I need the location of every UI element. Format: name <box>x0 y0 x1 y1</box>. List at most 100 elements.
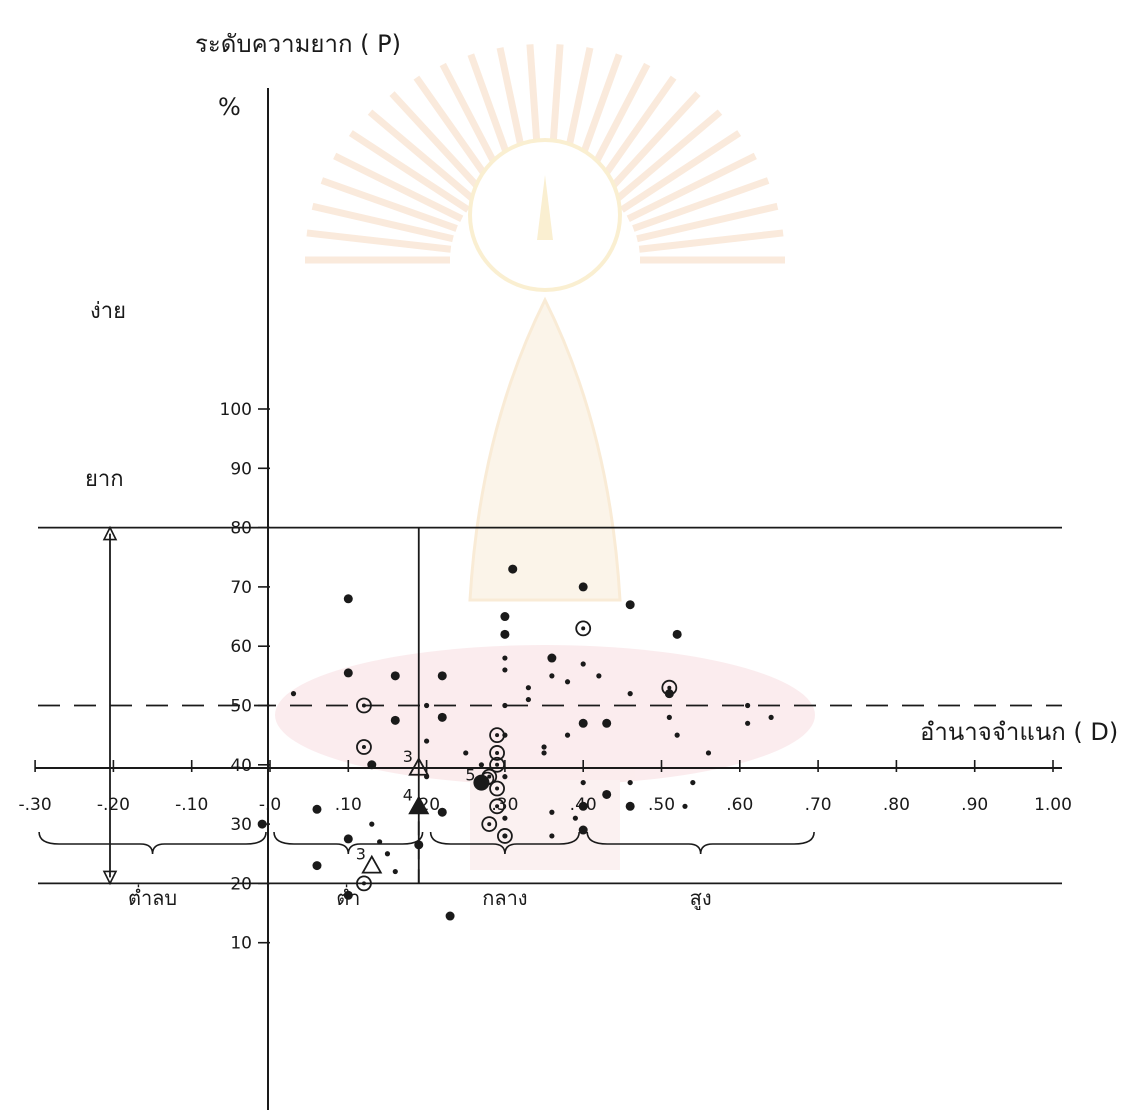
point-circle-dot-center <box>581 626 586 631</box>
point-circle-dot-center <box>487 822 492 827</box>
watermark-seal <box>275 44 815 870</box>
point-circle-dot <box>356 739 372 755</box>
point-dot-small <box>745 720 751 726</box>
point-dot-small <box>580 779 586 786</box>
point-dot-small <box>384 851 391 857</box>
point-dot-large <box>578 801 588 811</box>
y-tick-label: 10 <box>230 934 252 954</box>
point-dot-small <box>745 702 751 709</box>
watermark-ray <box>306 229 452 253</box>
point-circle-dot-center <box>487 774 492 779</box>
point-dot-large <box>437 712 447 722</box>
point-dot-small <box>705 750 712 756</box>
point-dot-small <box>549 809 555 815</box>
y-tick-label: 60 <box>230 637 252 657</box>
point-dot-small <box>290 691 297 697</box>
point-dot-large <box>414 840 424 850</box>
watermark-ray <box>611 109 723 205</box>
point-dot-large <box>664 689 674 699</box>
point-dot-large <box>390 671 400 681</box>
point-dot-small <box>627 691 633 697</box>
point-dot-small <box>502 667 508 673</box>
point-dot-small <box>502 702 508 709</box>
x-tick-label: -.10 <box>175 795 208 815</box>
point-count-label: 3 <box>403 747 413 766</box>
point-dot-small <box>424 738 430 744</box>
band-arrow-top <box>102 525 118 541</box>
point-dot-small <box>596 673 602 679</box>
y-tick-label: 30 <box>230 815 252 835</box>
point-circle-dot-center <box>361 881 366 886</box>
x-tick-label: .70 <box>805 795 832 815</box>
y-tick-label: 40 <box>230 756 252 776</box>
point-circle-dot-center <box>495 733 500 738</box>
point-dot-small <box>541 744 547 750</box>
point-circle-dot-center <box>361 703 366 708</box>
point-dot-large <box>367 760 377 770</box>
zone-brace <box>273 831 424 855</box>
point-triangle <box>408 795 430 815</box>
y-tick-label: 50 <box>230 697 252 717</box>
point-dot-small <box>502 774 508 780</box>
axes <box>35 88 1062 1110</box>
watermark-ray <box>311 202 454 243</box>
point-dot-small <box>369 821 375 827</box>
zone-label: กลาง <box>482 886 527 910</box>
point-dot-small <box>690 779 696 786</box>
y-tick-label: 100 <box>220 400 252 420</box>
point-dot-small <box>674 732 680 738</box>
point-dot-large <box>343 890 353 900</box>
point-circle-dot <box>489 756 505 773</box>
point-dot-small <box>463 750 469 756</box>
x-tick-label: .30 <box>491 795 518 815</box>
x-tick-label: -.30 <box>19 795 52 815</box>
y-tick-label: 80 <box>230 519 252 539</box>
watermark-ray <box>602 91 701 197</box>
point-dot-small <box>502 655 508 661</box>
point-dot-small <box>525 696 531 703</box>
point-circle-dot <box>489 798 505 815</box>
point-dot-large <box>578 718 588 728</box>
hard-band-label: ยาก <box>85 467 124 492</box>
watermark-ray <box>626 152 757 222</box>
point-triangle <box>408 756 430 776</box>
point-dot-large <box>672 629 682 639</box>
point-circle-dot-center <box>667 685 672 690</box>
point-cluster <box>473 774 490 791</box>
point-circle-dot-center <box>495 750 500 755</box>
watermark-ray <box>593 75 677 190</box>
watermark-ray <box>636 202 779 243</box>
watermark-ray <box>367 109 479 205</box>
point-dot-small <box>580 661 586 667</box>
zone-brace <box>429 831 580 855</box>
point-cluster-ring <box>480 771 495 786</box>
x-tick-label: .50 <box>648 795 675 815</box>
point-dot-small <box>424 702 430 709</box>
point-dot-large <box>578 825 588 835</box>
x-tick-label: 1.00 <box>1034 795 1072 815</box>
point-dot-large <box>508 564 518 574</box>
x-tick-labels: -.30-.20-.10-.0.10.20.30.40.50.60.70.80.… <box>19 760 1072 815</box>
point-dot-large <box>312 861 322 871</box>
point-dot-large <box>500 629 510 639</box>
zone-label: สูง <box>690 886 712 911</box>
data-points: 3 3 4 5 <box>257 564 774 921</box>
point-dot-large <box>602 789 612 799</box>
point-circle-dot <box>489 745 505 761</box>
zone-label: ต่ำ <box>336 884 360 910</box>
point-dot-large <box>500 612 510 622</box>
watermark-ray <box>320 177 458 232</box>
point-circle-dot-center <box>361 745 366 750</box>
point-dot-large <box>625 600 635 610</box>
point-dot-large <box>343 594 353 604</box>
x-tick-label: .90 <box>961 795 988 815</box>
point-count-label: 5 <box>465 766 475 785</box>
point-count-label: 4 <box>403 785 413 804</box>
point-dot-large <box>578 582 588 592</box>
point-dot-large <box>437 671 447 681</box>
point-dot-large <box>445 911 455 921</box>
point-circle-dot <box>661 679 678 696</box>
watermark-ray <box>619 130 742 213</box>
point-dot-small <box>549 833 555 839</box>
